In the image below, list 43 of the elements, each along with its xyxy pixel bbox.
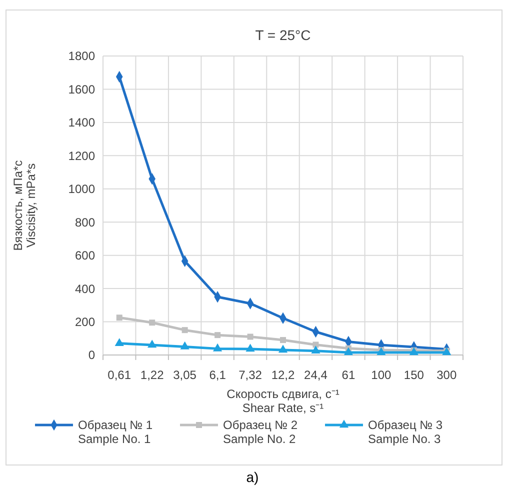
point bbox=[182, 327, 188, 334]
y-tick-label: 600 bbox=[74, 248, 96, 263]
chart-title: T = 25°C bbox=[255, 27, 311, 43]
point bbox=[311, 346, 320, 354]
y-tick-label: 0 bbox=[88, 348, 96, 362]
point bbox=[312, 342, 319, 348]
point bbox=[278, 344, 288, 353]
point bbox=[114, 338, 124, 346]
point bbox=[280, 337, 286, 344]
x-axis-title: Скорость сдвига, с⁻¹ Shear Rate, s⁻¹ bbox=[226, 387, 340, 415]
y-tick-label: 1000 bbox=[68, 182, 96, 196]
point bbox=[344, 347, 354, 356]
point bbox=[212, 343, 222, 352]
x-tick-label: 3,05 bbox=[173, 368, 197, 382]
legend-label: Образец № 3 Sample No. 3 bbox=[368, 418, 443, 446]
point bbox=[116, 314, 122, 321]
x-tick-label: 150 bbox=[404, 368, 424, 382]
y-tick-label: 400 bbox=[74, 282, 96, 296]
y-tick-label: 1600 bbox=[68, 82, 96, 96]
y-tick-label: 200 bbox=[74, 314, 96, 329]
x-tick-label: 1,22 bbox=[140, 368, 164, 382]
point bbox=[246, 344, 255, 352]
y-tick-label: 1200 bbox=[68, 148, 96, 163]
text: a) bbox=[246, 469, 259, 485]
y-axis-title: Вязкость, мПа*с Viscisity, mPa*s bbox=[11, 160, 38, 251]
point bbox=[180, 341, 190, 350]
x-tick-label: 100 bbox=[371, 368, 392, 382]
x-tick-label: 7,32 bbox=[238, 368, 262, 382]
legend-label: Образец № 1 Sample No. 1 bbox=[78, 418, 153, 446]
x-tick-label: 61 bbox=[342, 368, 356, 382]
y-tick-label: 1400 bbox=[68, 116, 96, 130]
point bbox=[214, 332, 221, 338]
x-tick-label: 6,1 bbox=[209, 368, 226, 382]
y-tick-label: 800 bbox=[74, 215, 96, 230]
point bbox=[149, 320, 156, 326]
x-tick-label: 0,61 bbox=[108, 368, 132, 382]
x-tick-label: 24,4 bbox=[304, 368, 328, 382]
x-tick-label: 300 bbox=[436, 368, 457, 382]
point bbox=[148, 340, 157, 348]
legend-label: Образец № 2 Sample No. 2 bbox=[223, 418, 298, 446]
point bbox=[247, 334, 254, 340]
x-tick-label: 12,2 bbox=[271, 368, 295, 382]
y-tick-label: 1800 bbox=[68, 49, 96, 64]
